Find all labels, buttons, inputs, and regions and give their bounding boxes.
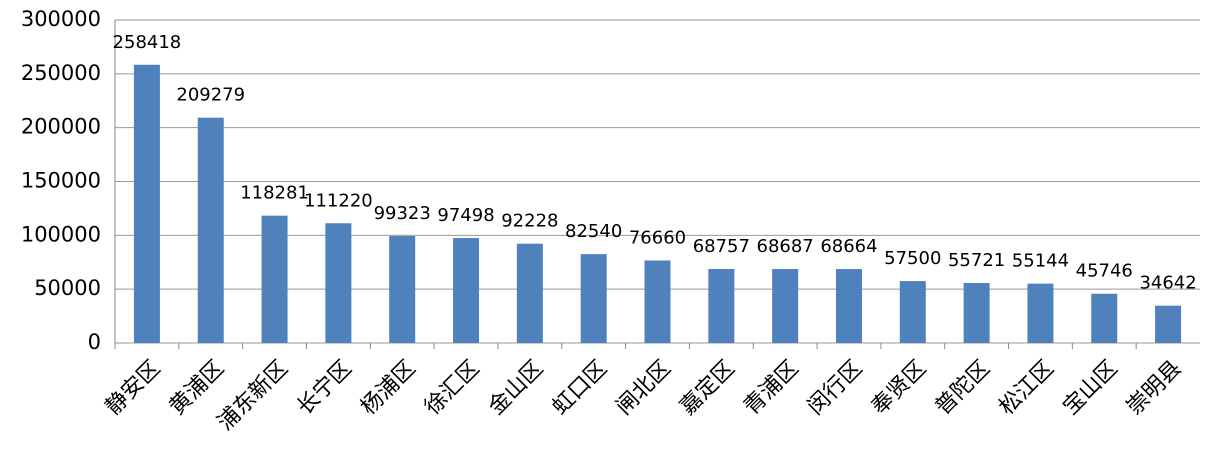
data-label: 258418 — [113, 32, 182, 53]
x-tick-label: 浦东新区 — [213, 356, 293, 436]
x-tick-label: 普陀区 — [931, 356, 995, 420]
x-tick-label: 崇明县 — [1122, 356, 1186, 420]
data-label: 111220 — [304, 190, 373, 211]
bar — [580, 254, 607, 343]
data-label: 209279 — [176, 85, 245, 106]
bar — [835, 269, 862, 343]
bar — [516, 243, 543, 343]
bar — [708, 268, 735, 343]
data-label: 55721 — [948, 250, 1005, 271]
y-tick-label: 50000 — [34, 276, 101, 300]
data-label: 68664 — [820, 236, 877, 257]
x-tick-label: 徐汇区 — [420, 356, 484, 420]
data-label: 118281 — [240, 183, 309, 204]
bar — [1155, 305, 1182, 343]
data-label: 92228 — [501, 211, 558, 232]
bar — [1027, 283, 1054, 343]
bar — [1091, 293, 1118, 343]
x-tick-label: 奉贤区 — [867, 356, 931, 420]
x-tick-label: 金山区 — [484, 356, 548, 420]
y-tick-label: 150000 — [21, 169, 101, 193]
y-tick-label: 100000 — [21, 222, 101, 246]
bar — [899, 281, 926, 343]
data-label: 68757 — [693, 236, 750, 257]
y-tick-label: 200000 — [21, 115, 101, 139]
x-tick-label: 松江区 — [995, 356, 1059, 420]
x-tick-label: 静安区 — [101, 356, 165, 420]
x-tick-label: 杨浦区 — [356, 356, 420, 420]
data-label: 99323 — [374, 203, 431, 224]
y-tick-label: 300000 — [21, 7, 101, 31]
x-tick-label: 闸北区 — [612, 356, 676, 420]
x-tick-label: 虹口区 — [548, 356, 612, 420]
data-label: 57500 — [884, 248, 941, 269]
bar — [772, 269, 799, 343]
bar — [133, 64, 160, 343]
data-label: 55144 — [1012, 251, 1069, 272]
data-label: 68687 — [757, 236, 814, 257]
data-label: 76660 — [629, 227, 686, 248]
bar — [644, 260, 671, 343]
y-tick-label: 0 — [88, 330, 101, 354]
bar — [963, 283, 990, 343]
bar — [453, 238, 480, 343]
data-label: 45746 — [1076, 261, 1133, 282]
x-tick-label: 闵行区 — [803, 356, 867, 420]
data-label: 97498 — [437, 205, 494, 226]
bar — [389, 236, 416, 343]
bar — [325, 223, 352, 343]
bar — [261, 215, 288, 343]
y-tick-label: 250000 — [21, 61, 101, 85]
bar — [197, 117, 224, 344]
x-tick-label: 嘉定区 — [675, 356, 739, 420]
x-tick-label: 青浦区 — [739, 356, 803, 420]
data-label: 82540 — [565, 221, 622, 242]
x-tick-label: 长宁区 — [293, 356, 357, 420]
data-label: 34642 — [1139, 273, 1196, 294]
x-tick-label: 宝山区 — [1058, 356, 1122, 420]
